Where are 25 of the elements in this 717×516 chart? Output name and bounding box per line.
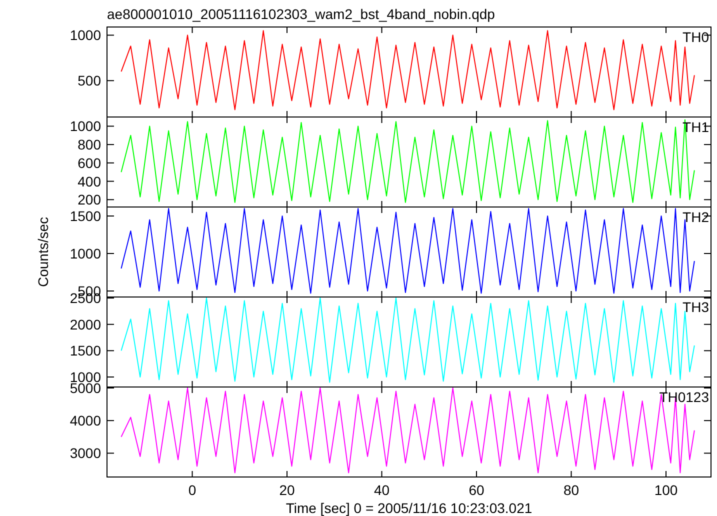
x-tick-label: 20 — [279, 482, 296, 498]
chart-title: ae800001010_20051116102303_wam2_bst_4band_nobin.qdp — [107, 6, 496, 22]
series-label: TH2 — [682, 209, 710, 225]
x-tick-label: 100 — [654, 482, 678, 498]
y-tick-label: 2000 — [70, 316, 102, 332]
x-tick-label: 0 — [188, 482, 196, 498]
x-axis-title: Time [sec] 0 = 2005/11/16 10:23:03.021 — [286, 500, 532, 516]
y-tick-label: 800 — [78, 136, 102, 153]
y-tick-label: 1000 — [70, 27, 102, 44]
y-tick-label: 1000 — [70, 246, 102, 262]
y-tick-label: 200 — [78, 192, 102, 208]
x-tick-label: 60 — [468, 482, 485, 498]
y-tick-label: 1500 — [70, 342, 102, 359]
series-label: TH3 — [682, 299, 710, 315]
series-label: TH0 — [682, 29, 710, 45]
y-axis-title: Counts/sec — [35, 216, 51, 288]
y-tick-label: 600 — [78, 154, 102, 171]
y-tick-label: 400 — [78, 173, 102, 190]
y-tick-label: 4000 — [70, 412, 102, 429]
y-tick-label: 3000 — [70, 445, 102, 462]
y-tick-label: 1500 — [70, 208, 102, 224]
x-tick-label: 40 — [374, 482, 390, 498]
y-tick-label: 500 — [78, 72, 102, 89]
y-tick-label: 1000 — [70, 118, 102, 134]
x-tick-label: 80 — [563, 482, 580, 498]
